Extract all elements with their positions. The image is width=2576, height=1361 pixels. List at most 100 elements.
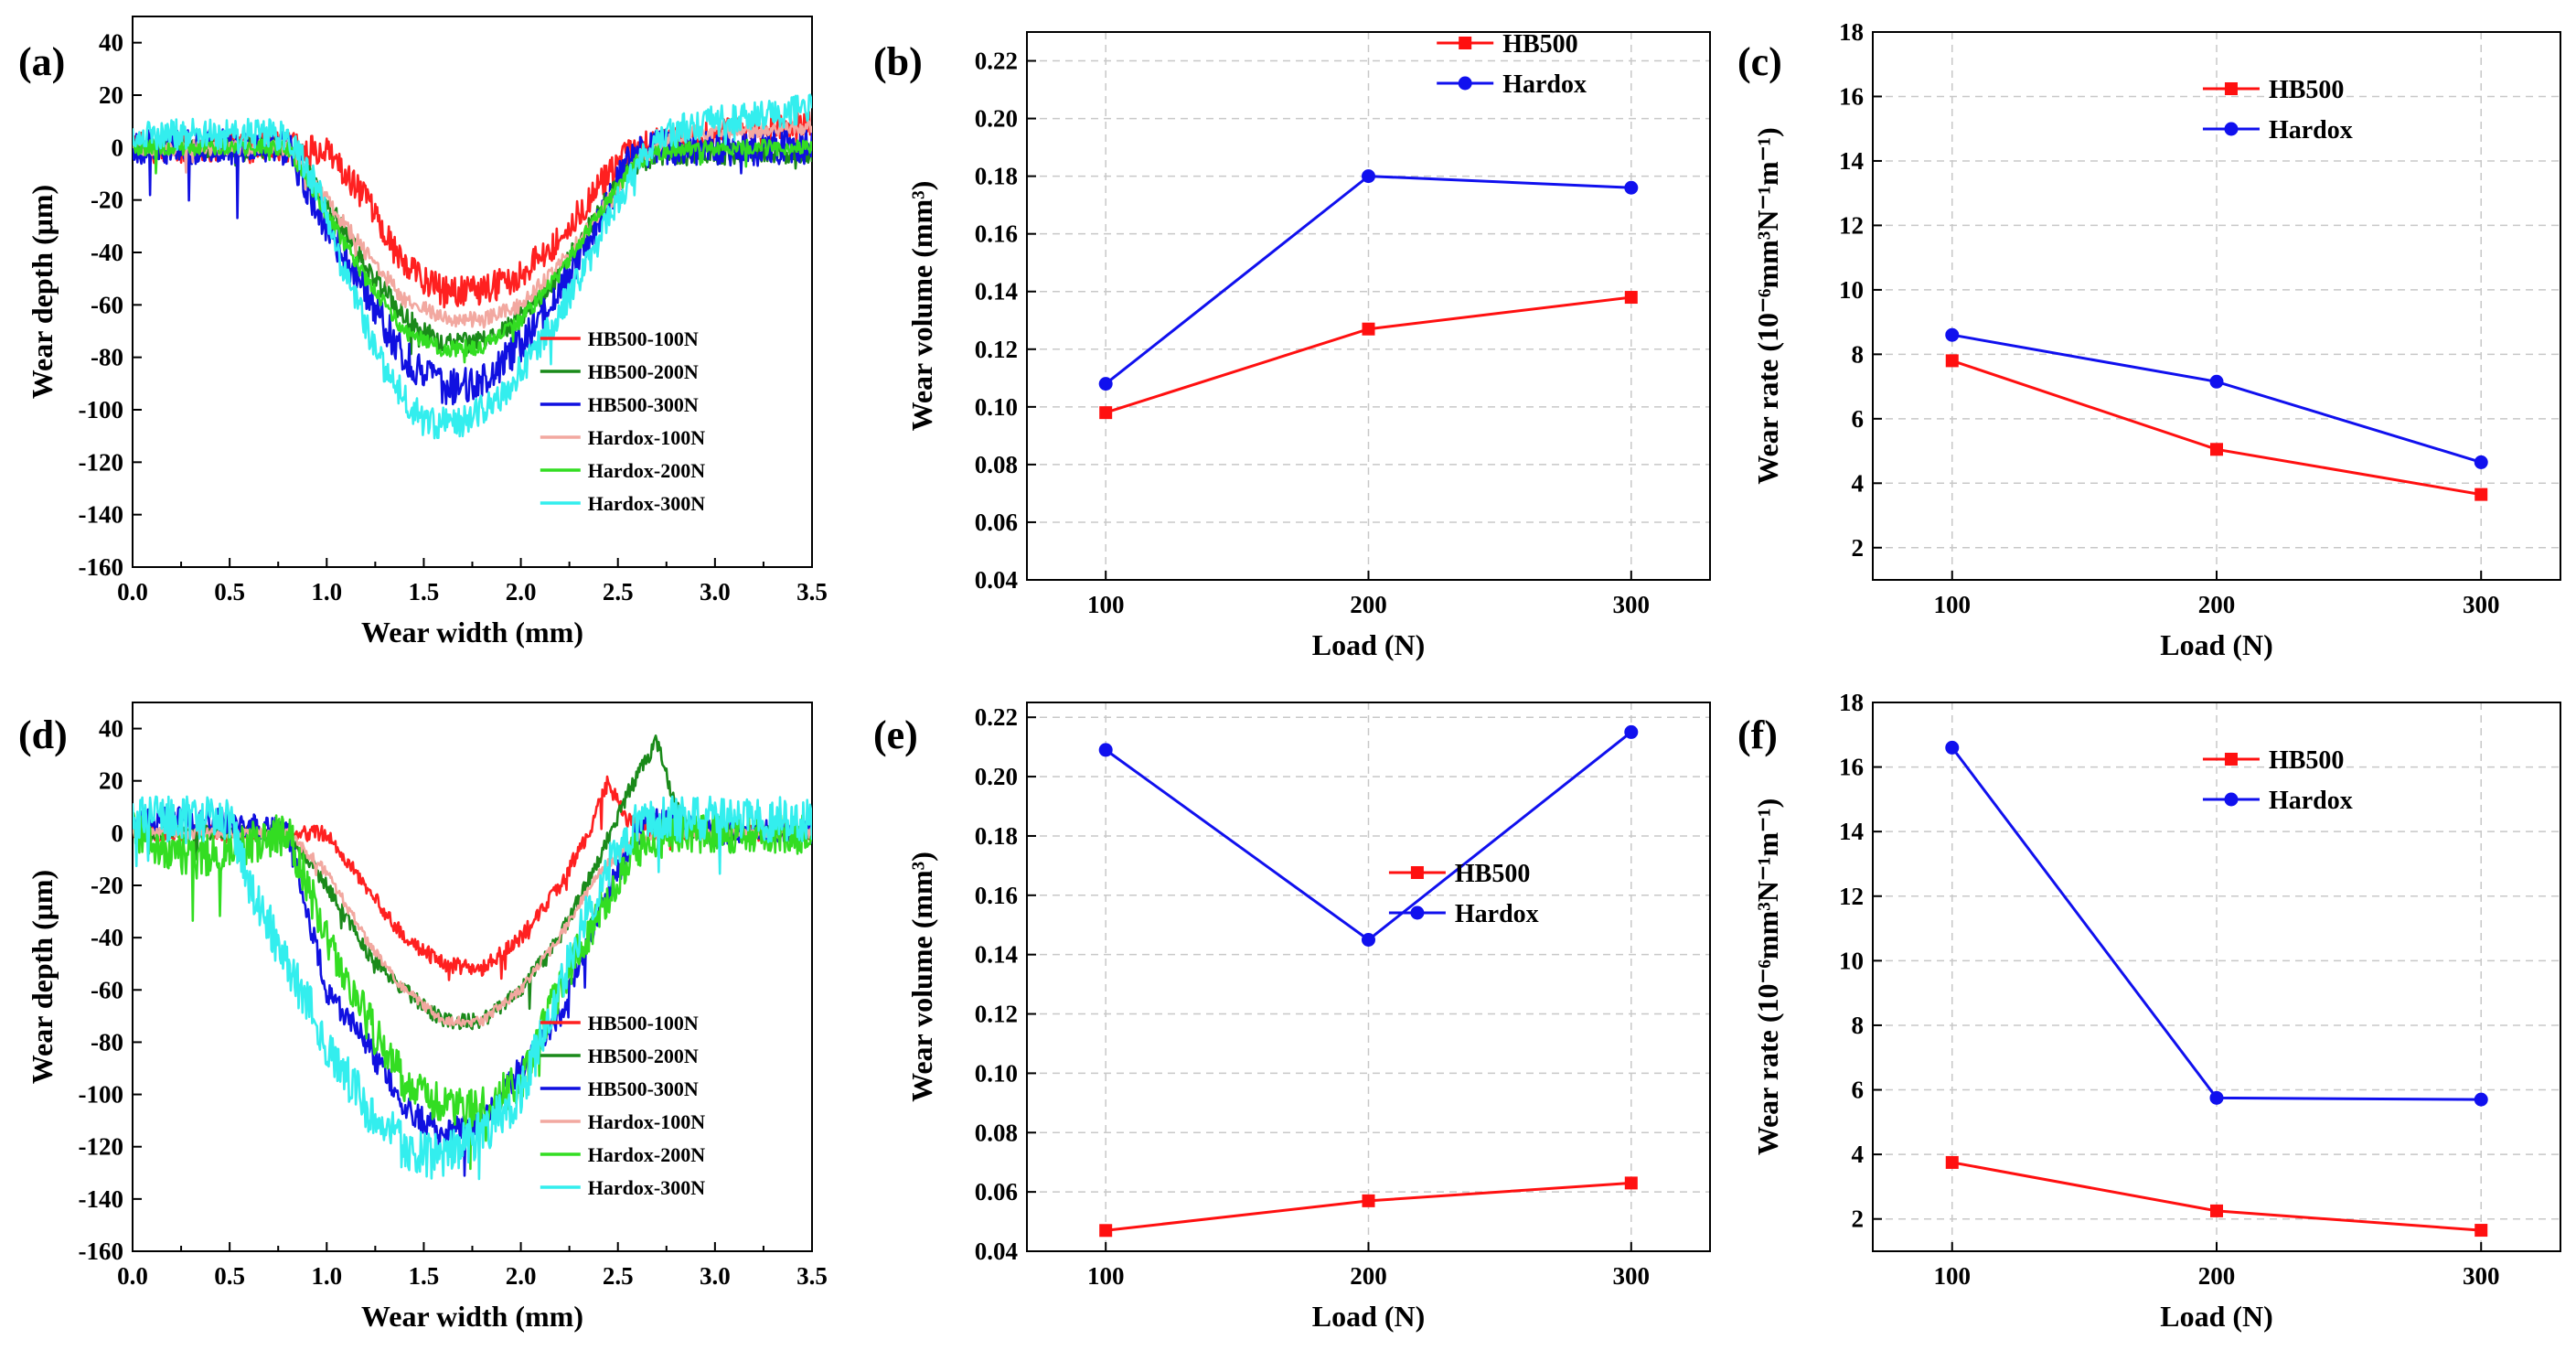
y-tick-label: 0.04 bbox=[975, 1238, 1018, 1265]
series-line-hb500-300n bbox=[133, 128, 812, 406]
panel-d: (d) 0.0 0.5 1.0 1.5 2.0 2.5 3.0 3.5 40 20 0 -20 -40 -6… bbox=[18, 702, 828, 1333]
series-line-hardox-300n bbox=[133, 795, 812, 1181]
x-tick-label: 0.0 bbox=[117, 578, 148, 605]
y-tick-label: -100 bbox=[79, 396, 124, 423]
y-tick-label: 20 bbox=[99, 767, 123, 795]
y-tick-label: 12 bbox=[1839, 883, 1864, 910]
legend-marker bbox=[2224, 792, 2239, 807]
x-axis-label: Wear width (mm) bbox=[361, 616, 583, 648]
panel-label: (f) bbox=[1737, 713, 1778, 757]
panel-label: (d) bbox=[18, 713, 68, 757]
y-tick-label: 0.06 bbox=[975, 509, 1018, 536]
y-tick-label: 6 bbox=[1852, 1077, 1865, 1104]
x-tick-label: 200 bbox=[1350, 1262, 1387, 1290]
x-tick-label: 1.0 bbox=[311, 578, 342, 605]
series-line-hb500-200n bbox=[133, 734, 812, 1031]
legend-label: Hardox bbox=[2269, 787, 2353, 815]
legend-label: HB500-300N bbox=[588, 1077, 699, 1100]
panel-b: (b) 100 200 300 0.04 0.06 0.08 0.10 0.12 0.14 0.16… bbox=[873, 30, 1711, 661]
plot-frame bbox=[132, 16, 813, 568]
x-tick-label: 1.5 bbox=[409, 1262, 440, 1290]
data-point-hardox bbox=[2474, 1092, 2488, 1107]
y-tick-label: 0.10 bbox=[975, 393, 1018, 421]
x-tick-label: 3.5 bbox=[796, 1262, 828, 1290]
legend-label: Hardox bbox=[1455, 900, 1539, 928]
x-tick-label: 0.0 bbox=[117, 1262, 148, 1290]
y-tick-label: -80 bbox=[91, 344, 123, 371]
x-tick-label: 1.0 bbox=[311, 1262, 342, 1290]
y-tick-label: 0.16 bbox=[975, 882, 1018, 909]
x-tick-label: 200 bbox=[2198, 591, 2236, 618]
y-tick-label: 14 bbox=[1839, 147, 1864, 175]
y-tick-label: -140 bbox=[79, 1185, 124, 1213]
y-tick-label: 8 bbox=[1852, 1012, 1865, 1039]
x-axis-label: Load (N) bbox=[1312, 1300, 1426, 1333]
y-tick-label: -40 bbox=[91, 239, 123, 266]
y-tick-label: 18 bbox=[1839, 689, 1864, 716]
y-tick-label: 4 bbox=[1852, 469, 1865, 497]
y-tick-label: -160 bbox=[79, 553, 124, 581]
data-point-hardox bbox=[1945, 327, 1960, 342]
legend-marker bbox=[2224, 82, 2238, 95]
y-axis-label: Wear volume (mm³) bbox=[905, 181, 938, 432]
x-tick-label: 100 bbox=[1934, 1262, 1972, 1290]
legend-label: HB500-100N bbox=[588, 327, 699, 350]
legend-label: Hardox-100N bbox=[588, 1110, 705, 1133]
y-tick-label: 14 bbox=[1839, 818, 1864, 845]
y-tick-label: -160 bbox=[79, 1238, 124, 1265]
series-group bbox=[133, 734, 812, 1181]
y-tick-label: -20 bbox=[91, 872, 123, 899]
x-tick-label: 1.5 bbox=[409, 578, 440, 605]
data-point-hardox bbox=[1098, 743, 1113, 757]
legend-label: HB500 bbox=[2269, 76, 2344, 104]
legend-marker bbox=[1459, 37, 1472, 49]
data-point-hb500 bbox=[1624, 1176, 1638, 1190]
y-axis-label: Wear depth (μm) bbox=[26, 185, 59, 399]
panel-label: (c) bbox=[1737, 39, 1782, 84]
data-point-hb500 bbox=[1099, 406, 1113, 420]
legend-marker bbox=[1410, 906, 1425, 920]
x-tick-label: 2.5 bbox=[603, 578, 634, 605]
x-tick-label: 0.5 bbox=[214, 578, 245, 605]
data-point-hb500 bbox=[1624, 291, 1638, 305]
x-tick-label: 300 bbox=[2463, 591, 2500, 618]
y-tick-label: 0.04 bbox=[975, 566, 1018, 594]
x-tick-label: 200 bbox=[2198, 1262, 2236, 1290]
y-tick-label: 0.14 bbox=[975, 278, 1018, 305]
y-tick-label: 0 bbox=[112, 134, 124, 161]
series-group bbox=[133, 93, 812, 440]
data-point-hb500 bbox=[2210, 443, 2223, 456]
x-tick-label: 100 bbox=[1087, 1262, 1125, 1290]
y-tick-label: 8 bbox=[1852, 340, 1865, 368]
y-tick-label: 0.18 bbox=[975, 163, 1018, 190]
y-axis-label: Wear depth (μm) bbox=[26, 870, 59, 1084]
y-tick-label: 0.08 bbox=[975, 451, 1018, 478]
y-tick-label: 0.06 bbox=[975, 1178, 1018, 1206]
x-tick-label: 2.0 bbox=[506, 1262, 537, 1290]
y-tick-label: 16 bbox=[1839, 82, 1864, 110]
legend-marker bbox=[1458, 76, 1472, 91]
y-tick-label: -120 bbox=[79, 448, 124, 476]
y-tick-label: 6 bbox=[1852, 405, 1865, 433]
x-tick-label: 3.0 bbox=[700, 578, 731, 605]
x-tick-label: 100 bbox=[1934, 591, 1972, 618]
y-tick-label: 40 bbox=[99, 715, 123, 743]
data-point-hardox bbox=[1362, 169, 1375, 184]
y-tick-label: 2 bbox=[1852, 534, 1865, 562]
x-tick-label: 300 bbox=[2463, 1262, 2500, 1290]
panel-label: (e) bbox=[873, 713, 918, 757]
data-point-hb500 bbox=[2474, 488, 2488, 501]
legend-label: HB500 bbox=[1455, 860, 1530, 888]
y-tick-label: 0.22 bbox=[975, 48, 1018, 75]
data-point-hardox bbox=[1945, 740, 1960, 755]
y-tick-label: 40 bbox=[99, 29, 123, 57]
panel-a: (a) 0.0 0.5 1.0 1.5 2.0 2.5 3.0 3.5 40 20 0 -20 -40 -6… bbox=[18, 16, 828, 648]
data-point-hb500 bbox=[2210, 1204, 2223, 1217]
y-tick-label: -60 bbox=[91, 291, 123, 318]
y-tick-label: 12 bbox=[1839, 211, 1864, 239]
y-axis-label: Wear rate (10⁻⁶mm³N⁻¹m⁻¹) bbox=[1751, 127, 1784, 485]
legend-label: HB500-300N bbox=[588, 393, 699, 416]
data-point-hardox bbox=[2474, 455, 2488, 469]
y-tick-label: -80 bbox=[91, 1028, 123, 1056]
